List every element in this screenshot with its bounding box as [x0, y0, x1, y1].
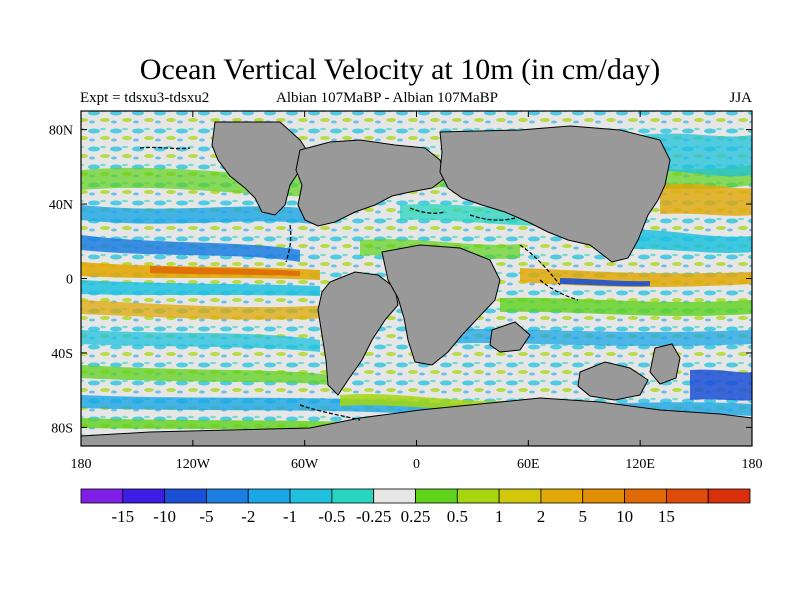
y-axis: 80N 40N 0 40S 80S	[49, 124, 752, 436]
map-plot-area	[81, 111, 752, 446]
x-tick-label: 60W	[291, 457, 319, 472]
colorbar-label: 1	[495, 507, 504, 526]
y-tick-label: 80N	[49, 124, 73, 139]
x-tick-label: 120E	[625, 457, 655, 472]
x-tick-label: 120W	[176, 457, 211, 472]
colorbar-swatch	[582, 488, 625, 504]
colorbar-label: 5	[579, 507, 588, 526]
colorbar-label: 0.5	[447, 507, 468, 526]
x-axis: 180 120W 60W 0 60E 120E 180	[71, 111, 763, 472]
experiment-label: Expt = tdsxu3-tdsxu2	[80, 90, 210, 106]
x-tick-label: 60E	[517, 457, 540, 472]
x-tick-label: 0	[413, 457, 420, 472]
colorbar-label: 10	[616, 507, 633, 526]
colorbar-swatch	[122, 488, 166, 504]
colorbar-swatch	[707, 488, 751, 504]
colorbar-label: -0.25	[356, 507, 391, 526]
x-tick-label: 180	[742, 457, 763, 472]
x-tick-label: 180	[71, 457, 92, 472]
colorbar-label: 0.25	[401, 507, 431, 526]
period-label: Albian 107MaBP - Albian 107MaBP	[276, 90, 498, 106]
colorbar-label: -5	[199, 507, 213, 526]
colorbar-swatch	[373, 488, 416, 504]
colorbar-swatch	[665, 488, 709, 504]
colorbar-swatch	[540, 488, 584, 504]
map-title: Ocean Vertical Velocity at 10m (in cm/da…	[139, 53, 661, 86]
colorbar-swatch	[498, 488, 542, 504]
colorbar-label: 15	[658, 507, 675, 526]
coastline-details	[139, 146, 579, 421]
colorbar-swatch	[456, 488, 500, 504]
y-tick-label: 40S	[51, 347, 73, 362]
y-tick-label: 0	[66, 273, 73, 288]
colorbar-swatch	[247, 488, 291, 504]
colorbar-swatch	[331, 488, 375, 504]
colorbar-swatch	[164, 488, 207, 504]
colorbar-swatch	[289, 488, 333, 504]
y-tick-label: 40N	[49, 198, 73, 213]
colorbar-swatch	[206, 488, 249, 504]
colorbar-label: -2	[241, 507, 255, 526]
colorbar-label: 2	[537, 507, 546, 526]
season-label: JJA	[729, 90, 752, 106]
colorbar-label: -1	[283, 507, 297, 526]
colorbar: -15 -10 -5 -2 -1 -0.5 -0.25 0.25 0.5 1 2 5 10 15	[80, 488, 751, 526]
colorbar-swatch	[80, 488, 124, 504]
colorbar-label: -15	[111, 507, 134, 526]
colorbar-swatch	[415, 488, 458, 504]
land-masses	[81, 121, 752, 446]
colorbar-label: -10	[153, 507, 176, 526]
colorbar-label: -0.5	[318, 507, 345, 526]
colorbar-swatch	[624, 488, 667, 504]
y-tick-label: 80S	[51, 421, 73, 436]
